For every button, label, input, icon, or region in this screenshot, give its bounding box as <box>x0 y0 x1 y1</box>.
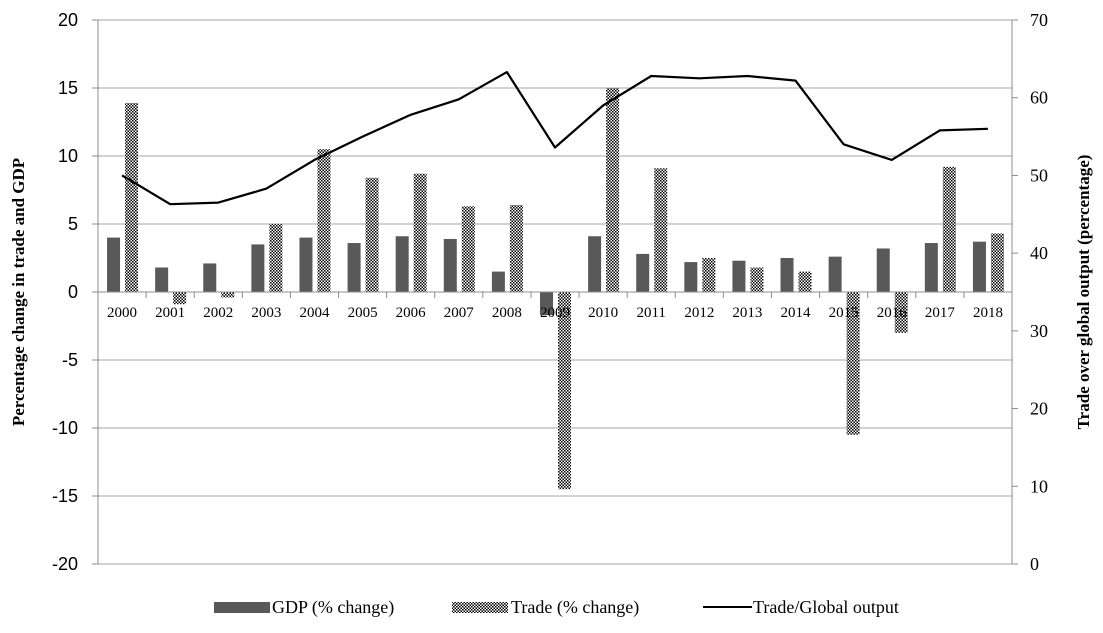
category-label-2003: 2003 <box>251 305 281 321</box>
category-label-2013: 2013 <box>732 305 762 321</box>
category-label-2008: 2008 <box>492 305 522 321</box>
category-label-2001: 2001 <box>155 305 185 321</box>
right-tick-label: 0 <box>1030 554 1039 574</box>
category-label-2015: 2015 <box>829 305 859 321</box>
trade-bar-2011 <box>654 168 668 292</box>
trade-bar-2013 <box>750 267 764 292</box>
trade-bar-2010 <box>606 88 620 292</box>
gdp-bar-2016 <box>876 248 890 292</box>
category-label-2005: 2005 <box>348 305 378 321</box>
gdp-bar-2008 <box>491 271 505 292</box>
right-tick-label: 40 <box>1030 243 1048 263</box>
gdp-bar-2000 <box>107 237 121 292</box>
right-tick-label: 70 <box>1030 10 1048 30</box>
category-label-2009: 2009 <box>540 305 570 321</box>
gdp-bar-2005 <box>347 243 361 292</box>
right-tick-label: 10 <box>1030 476 1048 496</box>
axes <box>92 19 1018 565</box>
gdp-bar-2003 <box>251 244 265 292</box>
gdp-bar-2009 <box>540 292 553 316</box>
right-tick-label: 30 <box>1030 321 1048 341</box>
gdp-bar-2018 <box>972 241 986 292</box>
right-axis-ticks: 0 10 20 30 40 50 60 70 <box>1030 10 1048 574</box>
gdp-bar-2007 <box>443 238 457 292</box>
left-tick-label: 5 <box>68 214 78 234</box>
gdp-bar-2011 <box>636 253 650 292</box>
bars <box>107 88 1004 490</box>
right-axis-title: Trade over global output (percentage) <box>1074 155 1093 430</box>
gdp-bar-2010 <box>588 236 602 292</box>
category-label-2017: 2017 <box>925 305 956 321</box>
legend: GDP (% change) Trade (% change) Trade/Gl… <box>214 597 899 618</box>
category-label-2011: 2011 <box>636 305 665 321</box>
trade-bar-2006 <box>413 173 427 292</box>
category-label-2016: 2016 <box>877 305 908 321</box>
left-axis-ticks: -20 -15 -10 -5 0 5 10 15 20 <box>52 10 78 574</box>
category-label-2018: 2018 <box>973 305 1003 321</box>
gdp-bar-2017 <box>924 243 938 292</box>
trade-bar-2014 <box>798 271 812 292</box>
category-label-2002: 2002 <box>203 305 233 321</box>
left-tick-label: -15 <box>52 486 78 506</box>
gdp-bar-2014 <box>780 258 794 292</box>
category-label-2000: 2000 <box>107 305 137 321</box>
trade-bar-2017 <box>942 166 956 292</box>
category-label-2004: 2004 <box>299 305 330 321</box>
trade-bar-2001 <box>173 292 187 305</box>
trade-bar-2018 <box>990 233 1004 292</box>
trade-bar-2009 <box>558 292 571 490</box>
category-label-2012: 2012 <box>684 305 714 321</box>
gdp-bar-2004 <box>299 237 313 292</box>
gdp-bar-2001 <box>155 267 169 292</box>
trade-bar-2008 <box>509 204 523 292</box>
trade-bar-2016 <box>894 292 908 333</box>
left-tick-label: 20 <box>58 10 78 30</box>
right-tick-label: 50 <box>1030 165 1048 185</box>
trade-bar-2002 <box>221 292 235 298</box>
trade-bar-2000 <box>125 102 139 293</box>
left-tick-label: -5 <box>62 350 78 370</box>
trade-bar-2015 <box>846 292 860 435</box>
legend-trade-swatch <box>452 602 508 613</box>
trade-global-output-line-series <box>121 70 988 206</box>
trade-bar-2012 <box>702 258 716 292</box>
left-tick-label: -10 <box>52 418 78 438</box>
legend-trade-label: Trade (% change) <box>511 597 639 618</box>
left-tick-label: 10 <box>58 146 78 166</box>
left-tick-label: 0 <box>68 282 78 302</box>
left-tick-label: -20 <box>52 554 78 574</box>
gdp-bar-2012 <box>684 262 698 292</box>
category-label-2014: 2014 <box>781 305 812 321</box>
trade-bar-2005 <box>365 177 379 292</box>
category-label-2006: 2006 <box>396 305 427 321</box>
category-labels: 2000 2001 2002 2003 2004 2005 2006 2007 2008 2009… <box>107 305 1003 321</box>
gdp-bar-2006 <box>395 236 409 292</box>
category-label-2007: 2007 <box>444 305 475 321</box>
trade-bar-2007 <box>461 206 475 292</box>
trade-bar-2004 <box>317 149 331 292</box>
legend-line-label: Trade/Global output <box>753 597 899 617</box>
legend-gdp-label: GDP (% change) <box>272 597 394 618</box>
gdp-bar-2013 <box>732 260 746 292</box>
right-tick-label: 60 <box>1030 88 1048 108</box>
right-tick-label: 20 <box>1030 399 1048 419</box>
gdp-bar-2015 <box>828 256 842 292</box>
trade-global-output-line <box>121 70 988 206</box>
trade-bar-2003 <box>269 224 283 292</box>
left-axis-title: Percentage change in trade and GDP <box>9 158 28 426</box>
category-label-2010: 2010 <box>588 305 618 321</box>
left-tick-label: 15 <box>58 78 78 98</box>
legend-gdp-swatch <box>214 602 270 613</box>
gdp-bar-2002 <box>203 263 217 292</box>
